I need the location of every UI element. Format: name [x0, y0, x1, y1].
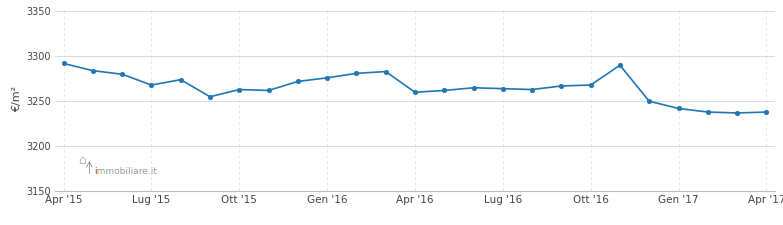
Text: i: i — [95, 167, 97, 176]
Text: ⌂: ⌂ — [78, 154, 86, 167]
Text: immobiliare.it: immobiliare.it — [95, 167, 157, 176]
Y-axis label: €/m²: €/m² — [12, 86, 22, 112]
